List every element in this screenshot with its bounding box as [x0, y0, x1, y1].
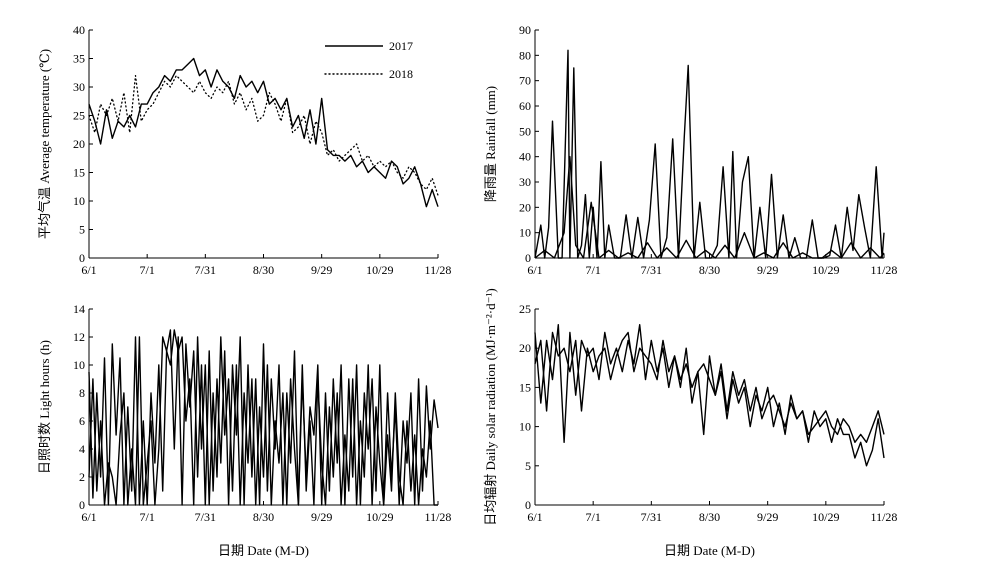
- x-tick-label: 10/29: [366, 510, 393, 524]
- x-tick-label: 11/28: [871, 510, 898, 524]
- y-tick-label: 0: [525, 498, 531, 512]
- y-tick-label: 2: [79, 470, 85, 484]
- y-tick-label: 30: [519, 175, 531, 189]
- x-tick-label: 9/29: [757, 263, 778, 277]
- x-tick-label: 6/1: [527, 510, 542, 524]
- x-tick-label: 9/29: [311, 263, 332, 277]
- radiation-panel: 0 5 10 15 20 25 6/1 7/1 7/31 8/30 9/29 10/29 11/28 日均…: [483, 288, 897, 558]
- legend: 2017 2018: [324, 39, 413, 81]
- x-tick-label: 11/28: [425, 263, 452, 277]
- y-tick-label: 10: [73, 194, 85, 208]
- y-tick-label: 40: [73, 23, 85, 37]
- y-tick-label: 50: [519, 124, 531, 138]
- y-tick-label: 8: [79, 386, 85, 400]
- x-tick-label: 7/1: [585, 510, 600, 524]
- x-tick-label: 7/31: [195, 263, 216, 277]
- x-tick-label: 6/1: [81, 263, 96, 277]
- x-tick-label: 10/29: [366, 263, 393, 277]
- y-axis-title: 日照时数 Light hours (h): [37, 340, 52, 474]
- y-tick-label: 30: [73, 80, 85, 94]
- rainfall-panel: 0 10 20 30 40 50 60 70 80 90 6/1 7/1 7/31 8/30 9/29 10/…: [483, 23, 897, 277]
- x-axis-title: 日期 Date (M-D): [664, 543, 755, 558]
- x-tick-label: 7/31: [641, 510, 662, 524]
- y-tick-label: 0: [79, 251, 85, 265]
- y-tick-label: 25: [519, 302, 531, 316]
- x-tick-label: 10/29: [812, 510, 839, 524]
- y-tick-label: 20: [73, 137, 85, 151]
- temperature-panel: 0 5 10 15 20 25 30 35 40 6/1 7/1 7/31 8/30 9/29 10/29 1…: [37, 23, 451, 277]
- x-tick-label: 7/31: [641, 263, 662, 277]
- y-axis-title: 平均气温 Average temperature (℃): [37, 49, 52, 239]
- x-tick-label: 9/29: [757, 510, 778, 524]
- y-tick-label: 20: [519, 341, 531, 355]
- y-tick-label: 70: [519, 74, 531, 88]
- light-series-2-line: [88, 329, 438, 506]
- temperature-series-2018-line: [88, 74, 439, 196]
- x-tick-label: 8/30: [699, 510, 720, 524]
- y-tick-label: 60: [519, 99, 531, 113]
- temperature-series-2017-line: [88, 57, 439, 208]
- y-tick-label: 40: [519, 150, 531, 164]
- y-tick-label: 80: [519, 48, 531, 62]
- y-axis-title: 降雨量 Rainfall (mm): [483, 86, 498, 202]
- x-tick-label: 6/1: [81, 510, 96, 524]
- y-tick-label: 12: [73, 330, 85, 344]
- y-tick-label: 35: [73, 52, 85, 66]
- y-tick-label: 10: [73, 358, 85, 372]
- y-tick-label: 14: [73, 302, 85, 316]
- x-tick-label: 7/1: [585, 263, 600, 277]
- y-tick-label: 15: [73, 166, 85, 180]
- y-tick-label: 0: [525, 251, 531, 265]
- y-axis-title: 日均辐射 Daily solar radiation (MJ·m⁻²·d⁻¹): [483, 288, 498, 525]
- rainfall-series-2-line: [534, 155, 885, 259]
- y-tick-label: 25: [73, 109, 85, 123]
- y-tick-label: 5: [525, 459, 531, 473]
- legend-label-2017: 2017: [389, 39, 413, 53]
- y-tick-label: 5: [79, 223, 85, 237]
- x-tick-label: 8/30: [253, 263, 274, 277]
- y-tick-label: 10: [519, 420, 531, 434]
- x-tick-label: 8/30: [699, 263, 720, 277]
- y-tick-label: 20: [519, 200, 531, 214]
- x-axis-title: 日期 Date (M-D): [218, 543, 309, 558]
- y-tick-label: 90: [519, 23, 531, 37]
- light-series-1-line: [88, 329, 439, 506]
- y-tick-label: 6: [79, 414, 85, 428]
- light-panel: 0 2 4 6 8 10 12 14 6/1 7/1 7/31 8/30 9/29 10/29 11/28 日…: [37, 302, 451, 558]
- x-tick-label: 7/1: [139, 510, 154, 524]
- x-tick-label: 11/28: [871, 263, 898, 277]
- x-tick-label: 10/29: [812, 263, 839, 277]
- y-tick-label: 15: [519, 380, 531, 394]
- x-tick-label: 9/29: [311, 510, 332, 524]
- x-tick-label: 6/1: [527, 263, 542, 277]
- y-tick-label: 4: [79, 442, 85, 456]
- y-tick-label: 0: [79, 498, 85, 512]
- x-tick-label: 7/1: [139, 263, 154, 277]
- y-tick-label: 10: [519, 226, 531, 240]
- x-tick-label: 8/30: [253, 510, 274, 524]
- x-tick-label: 7/31: [195, 510, 216, 524]
- radiation-series-1-line: [534, 324, 885, 467]
- legend-label-2018: 2018: [389, 67, 413, 81]
- radiation-series-2-line: [534, 331, 885, 443]
- x-tick-label: 11/28: [425, 510, 452, 524]
